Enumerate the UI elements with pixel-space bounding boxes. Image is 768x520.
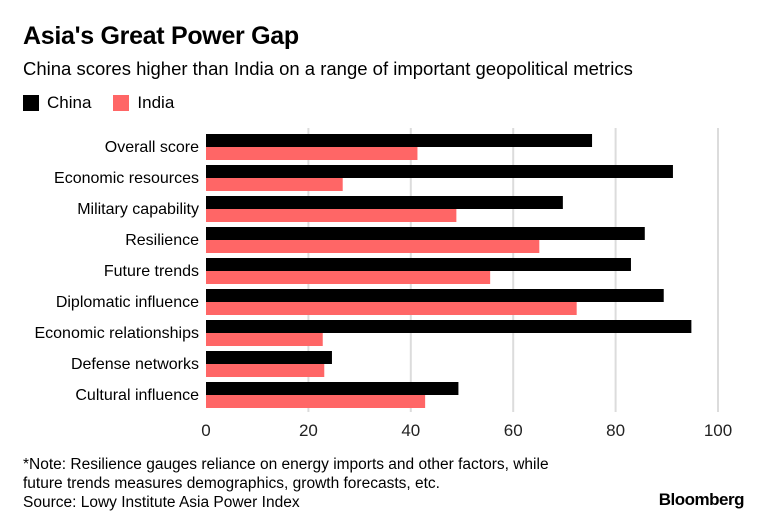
bar-india (206, 333, 323, 346)
legend-swatch-india (113, 95, 130, 111)
legend: China India (23, 93, 196, 113)
x-tick-label: 100 (704, 421, 732, 440)
x-tick-label: 20 (299, 421, 318, 440)
bar-india (206, 395, 426, 408)
bar-india (206, 271, 491, 284)
x-tick-label: 60 (504, 421, 523, 440)
category-label: Resilience (125, 232, 199, 249)
source-line: Source: Lowy Institute Asia Power Index (23, 494, 300, 511)
bar-china (206, 382, 459, 395)
legend-item-china: China (23, 93, 91, 113)
x-tick-label: 40 (401, 421, 420, 440)
legend-swatch-china (23, 95, 39, 111)
category-label: Economic resources (54, 170, 199, 187)
bar-india (206, 364, 325, 377)
note-line-1: *Note: Resilience gauges reliance on ene… (23, 456, 549, 473)
chart-subtitle: China scores higher than India on a rang… (23, 58, 633, 79)
category-label: Diplomatic influence (56, 294, 199, 311)
category-label: Overall score (105, 139, 199, 156)
bar-china (206, 134, 593, 147)
bar-china (206, 289, 664, 302)
category-label: Economic relationships (34, 325, 199, 342)
category-label: Defense networks (71, 356, 199, 373)
bar-china (206, 258, 631, 271)
legend-item-india: India (113, 93, 174, 113)
category-label: Military capability (77, 201, 199, 218)
bar-india (206, 302, 577, 315)
bar-china (206, 165, 673, 178)
bar-china (206, 196, 563, 209)
category-label: Cultural influence (75, 387, 199, 404)
bloomberg-logo: Bloomberg (658, 490, 745, 509)
bar-china (206, 320, 692, 333)
bar-india (206, 240, 540, 253)
bar-india (206, 178, 343, 191)
chart-title: Asia's Great Power Gap (23, 22, 299, 50)
bar-india (206, 147, 418, 160)
legend-label-china: China (47, 93, 92, 112)
x-tick-label: 80 (606, 421, 625, 440)
category-label: Future trends (104, 263, 199, 280)
bar-china (206, 227, 645, 240)
bar-china (206, 351, 332, 364)
bar-india (206, 209, 457, 222)
legend-label-india: India (137, 93, 175, 112)
x-tick-label: 0 (201, 421, 210, 440)
footnote: *Note: Resilience gauges reliance on ene… (23, 455, 549, 512)
note-line-2: future trends measures demographics, gro… (23, 475, 440, 492)
